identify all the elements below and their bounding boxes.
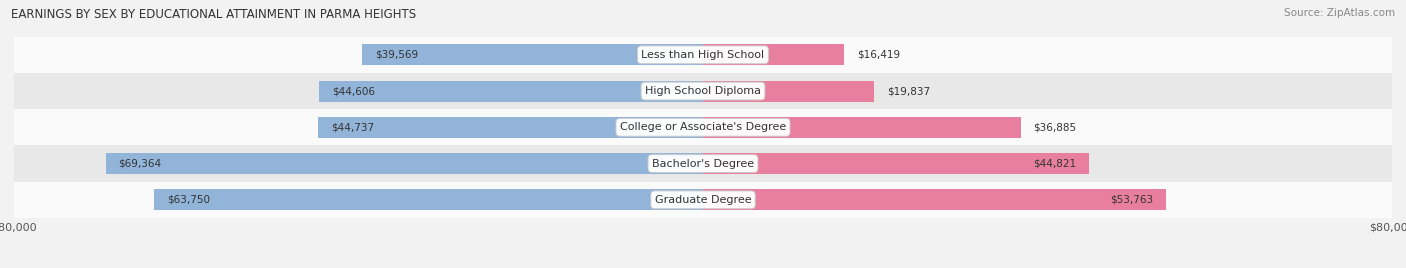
Text: $44,606: $44,606 xyxy=(332,86,375,96)
Text: $69,364: $69,364 xyxy=(118,159,162,169)
Text: Graduate Degree: Graduate Degree xyxy=(655,195,751,205)
Text: $44,821: $44,821 xyxy=(1033,159,1076,169)
Bar xyxy=(703,153,1090,174)
Bar xyxy=(14,146,1392,182)
Text: $44,737: $44,737 xyxy=(330,122,374,132)
Bar xyxy=(703,189,1166,210)
Bar xyxy=(14,73,1392,109)
Text: $39,569: $39,569 xyxy=(375,50,418,60)
Text: High School Diploma: High School Diploma xyxy=(645,86,761,96)
Bar xyxy=(14,37,1392,73)
Bar xyxy=(155,189,703,210)
Text: Source: ZipAtlas.com: Source: ZipAtlas.com xyxy=(1284,8,1395,18)
Bar xyxy=(105,153,703,174)
Bar xyxy=(363,44,703,65)
Bar xyxy=(14,182,1392,218)
Text: $19,837: $19,837 xyxy=(887,86,929,96)
Text: $36,885: $36,885 xyxy=(1033,122,1077,132)
Text: $16,419: $16,419 xyxy=(858,50,900,60)
Bar xyxy=(14,109,1392,146)
Text: EARNINGS BY SEX BY EDUCATIONAL ATTAINMENT IN PARMA HEIGHTS: EARNINGS BY SEX BY EDUCATIONAL ATTAINMEN… xyxy=(11,8,416,21)
Text: Bachelor's Degree: Bachelor's Degree xyxy=(652,159,754,169)
Bar xyxy=(703,117,1021,138)
Bar xyxy=(318,117,703,138)
Text: Less than High School: Less than High School xyxy=(641,50,765,60)
Bar xyxy=(703,80,875,102)
Bar xyxy=(319,80,703,102)
Text: College or Associate's Degree: College or Associate's Degree xyxy=(620,122,786,132)
Text: $53,763: $53,763 xyxy=(1109,195,1153,205)
Text: $63,750: $63,750 xyxy=(167,195,209,205)
Bar xyxy=(703,44,845,65)
